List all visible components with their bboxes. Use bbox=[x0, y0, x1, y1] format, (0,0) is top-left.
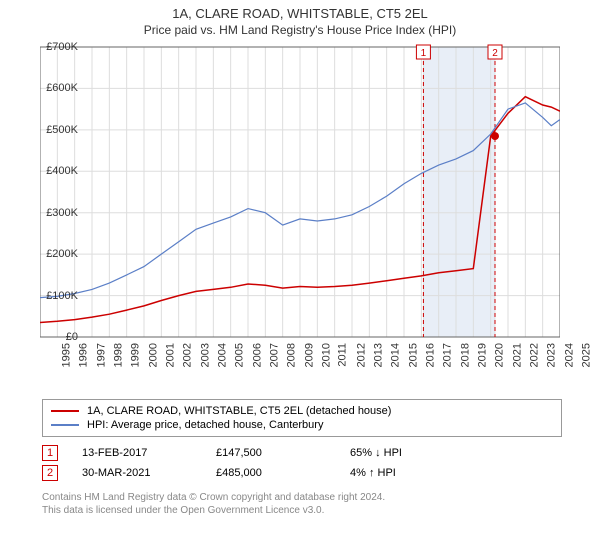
marker-date: 13-FEB-2017 bbox=[82, 447, 192, 459]
legend-label: HPI: Average price, detached house, Cant… bbox=[87, 419, 323, 431]
x-axis-label: 2023 bbox=[546, 343, 558, 367]
legend: 1A, CLARE ROAD, WHITSTABLE, CT5 2EL (det… bbox=[42, 399, 562, 437]
x-axis-label: 2010 bbox=[320, 343, 332, 367]
x-axis-label: 2000 bbox=[147, 343, 159, 367]
x-axis-label: 2008 bbox=[286, 343, 298, 367]
x-axis-label: 1999 bbox=[130, 343, 142, 367]
x-axis-label: 2004 bbox=[216, 343, 228, 367]
x-axis-label: 2014 bbox=[390, 343, 402, 367]
marker-delta: 65% ↓ HPI bbox=[350, 447, 460, 459]
y-axis-label: £0 bbox=[18, 331, 78, 343]
y-axis-label: £700K bbox=[18, 41, 78, 53]
legend-swatch bbox=[51, 424, 79, 426]
x-axis-label: 2002 bbox=[182, 343, 194, 367]
marker-table: 1 13-FEB-2017 £147,500 65% ↓ HPI 2 30-MA… bbox=[42, 443, 562, 483]
marker-badge-2: 2 bbox=[42, 465, 58, 481]
y-axis-label: £400K bbox=[18, 165, 78, 177]
x-axis-label: 2020 bbox=[494, 343, 506, 367]
marker-price: £147,500 bbox=[216, 447, 326, 459]
x-axis-label: 1997 bbox=[95, 343, 107, 367]
marker-row: 1 13-FEB-2017 £147,500 65% ↓ HPI bbox=[42, 443, 562, 463]
marker-delta: 4% ↑ HPI bbox=[350, 467, 460, 479]
chart-subtitle: Price paid vs. HM Land Registry's House … bbox=[0, 21, 600, 41]
x-axis-label: 1995 bbox=[60, 343, 72, 367]
x-axis-label: 2005 bbox=[234, 343, 246, 367]
x-axis-label: 2017 bbox=[442, 343, 454, 367]
x-axis-label: 1996 bbox=[78, 343, 90, 367]
x-axis-label: 2011 bbox=[337, 343, 349, 367]
x-axis-label: 2003 bbox=[199, 343, 211, 367]
legend-label: 1A, CLARE ROAD, WHITSTABLE, CT5 2EL (det… bbox=[87, 405, 391, 417]
x-axis-label: 1998 bbox=[112, 343, 124, 367]
marker-price: £485,000 bbox=[216, 467, 326, 479]
y-axis-label: £100K bbox=[18, 290, 78, 302]
marker-badge-1: 1 bbox=[42, 445, 58, 461]
y-axis-label: £500K bbox=[18, 124, 78, 136]
footer-line: This data is licensed under the Open Gov… bbox=[42, 504, 600, 517]
chart-title: 1A, CLARE ROAD, WHITSTABLE, CT5 2EL bbox=[0, 0, 600, 21]
x-axis-label: 2025 bbox=[580, 343, 592, 367]
svg-text:2: 2 bbox=[492, 48, 498, 59]
y-axis-label: £600K bbox=[18, 82, 78, 94]
x-axis-label: 2018 bbox=[459, 343, 471, 367]
y-axis-label: £300K bbox=[18, 207, 78, 219]
chart-area: 12 £0£100K£200K£300K£400K£500K£600K£700K… bbox=[40, 41, 600, 391]
legend-item-property: 1A, CLARE ROAD, WHITSTABLE, CT5 2EL (det… bbox=[51, 404, 553, 418]
footer-line: Contains HM Land Registry data © Crown c… bbox=[42, 491, 600, 504]
x-axis-label: 2007 bbox=[268, 343, 280, 367]
legend-swatch bbox=[51, 410, 79, 412]
x-axis-label: 2022 bbox=[528, 343, 540, 367]
x-axis-label: 2006 bbox=[251, 343, 263, 367]
x-axis-label: 2021 bbox=[511, 343, 523, 367]
x-axis-label: 2012 bbox=[355, 343, 367, 367]
x-axis-label: 2001 bbox=[164, 343, 176, 367]
svg-text:1: 1 bbox=[421, 48, 427, 59]
marker-date: 30-MAR-2021 bbox=[82, 467, 192, 479]
price-chart: 12 bbox=[40, 41, 560, 371]
marker-row: 2 30-MAR-2021 £485,000 4% ↑ HPI bbox=[42, 463, 562, 483]
x-axis-label: 2016 bbox=[424, 343, 436, 367]
x-axis-label: 2024 bbox=[563, 343, 575, 367]
x-axis-label: 2015 bbox=[407, 343, 419, 367]
x-axis-label: 2009 bbox=[303, 343, 315, 367]
y-axis-label: £200K bbox=[18, 248, 78, 260]
legend-item-hpi: HPI: Average price, detached house, Cant… bbox=[51, 418, 553, 432]
x-axis-label: 2013 bbox=[372, 343, 384, 367]
footer-attribution: Contains HM Land Registry data © Crown c… bbox=[42, 491, 600, 517]
x-axis-label: 2019 bbox=[476, 343, 488, 367]
